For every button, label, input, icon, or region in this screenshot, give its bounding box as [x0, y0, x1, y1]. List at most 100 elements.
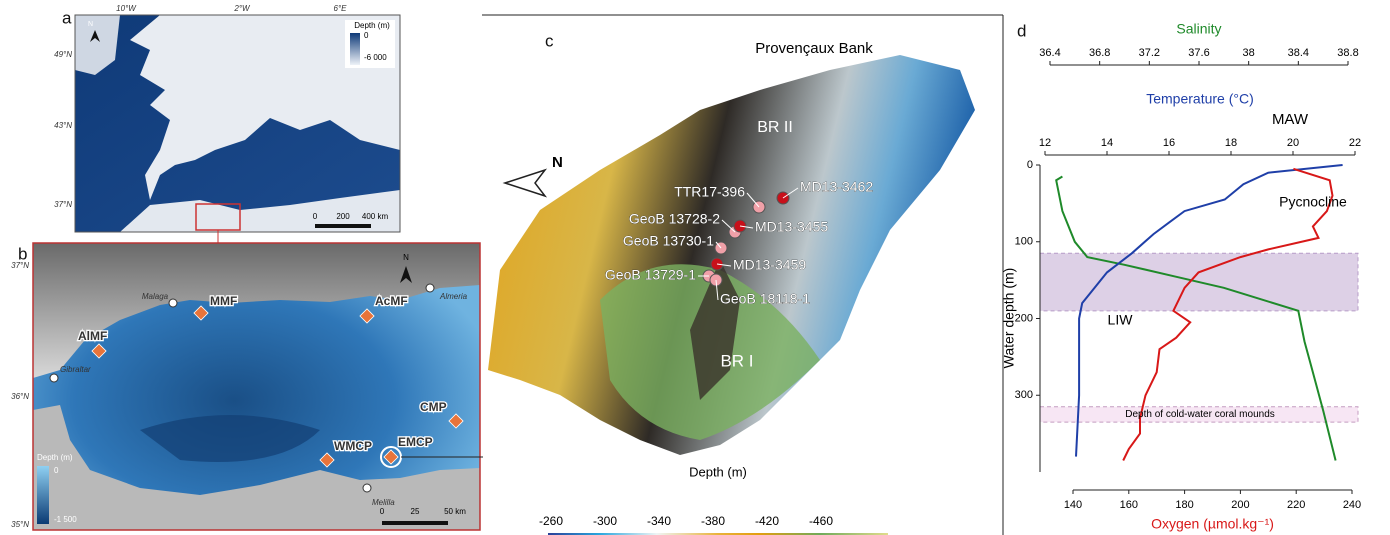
core-leader [715, 241, 722, 249]
site-marker [359, 308, 375, 324]
lon-label: 10°W [116, 4, 137, 13]
salinity-profile [1055, 175, 1337, 461]
site-label: AcMF [375, 294, 408, 308]
place-dot [425, 283, 435, 293]
place-label: Gibraltar [60, 365, 91, 374]
legend-title: Depth (m) [37, 453, 73, 462]
europe [130, 15, 400, 200]
panel-label: b [18, 244, 27, 263]
temperature-tick-label: 14 [1101, 137, 1113, 149]
salinity-tick-label: 36.4 [1039, 47, 1060, 59]
scale-bar [382, 521, 448, 525]
core-label: MD13-3459 [733, 257, 806, 273]
annotation: LIW [1108, 312, 1134, 328]
place-dot [49, 373, 59, 383]
colorbar-tick-label: -380 [701, 514, 725, 528]
temperature-tick-label: 22 [1349, 137, 1361, 149]
scale-label: 0 [313, 212, 318, 221]
lat-label: 37°N [11, 261, 29, 270]
sites [91, 305, 464, 468]
legend-title: Depth (m) [354, 21, 390, 30]
scale-bar [315, 224, 371, 228]
iberia [33, 243, 480, 378]
place-dot [168, 298, 178, 308]
morocco [33, 405, 480, 530]
scale-label: 200 [336, 212, 350, 221]
core-label: MD13-3455 [755, 219, 828, 235]
core-leader [746, 192, 760, 208]
ridge [690, 260, 740, 400]
place-dot [362, 483, 372, 493]
panel-label: d [1017, 21, 1026, 40]
place-label: Melilla [372, 498, 395, 507]
scale-label: 0 [380, 507, 385, 516]
legend-ramp [37, 466, 49, 524]
core-leader [782, 187, 799, 199]
place-label: Almeria [439, 292, 468, 301]
salinity-title: Salinity [1176, 21, 1221, 37]
north-label: N [403, 253, 409, 262]
panel-b: b 37°N 36°N 35°N N Malaga Almeria Gibral… [11, 242, 483, 531]
lat-label: 43°N [54, 121, 72, 130]
salinity-tick-label: 37.2 [1139, 47, 1160, 59]
panel-a: a 10°W 2°W 6°E 49°N 43°N 37°N N Depth (m… [54, 4, 401, 243]
temperature-profile [1075, 164, 1343, 457]
frame [74, 14, 401, 233]
core-label: GeoB 18118-1 [720, 291, 810, 307]
oxygen-tick-label: 160 [1120, 499, 1138, 511]
scale-label: 400 km [362, 212, 389, 221]
salinity-tick-label: 38.4 [1288, 47, 1309, 59]
panel-label: c [545, 31, 554, 50]
panel-c: c Provençaux Bank N BR II BR I MD13-3462… [482, 14, 1004, 535]
oxygen-tick-label: 180 [1175, 499, 1193, 511]
site-label: WMCP [334, 439, 372, 453]
core-label: MD13-3462 [800, 179, 873, 195]
site-label: AlMF [78, 329, 107, 343]
oxygen-tick-label: 140 [1064, 499, 1082, 511]
core-leader [715, 279, 719, 301]
north-label: N [88, 21, 93, 28]
lat-label: 37°N [54, 200, 72, 209]
salinity-tick-label: 38 [1243, 47, 1255, 59]
colorbar-title: Depth (m) [689, 464, 747, 479]
site-marker [383, 449, 399, 465]
site-marker [193, 305, 209, 321]
core-leader [721, 219, 736, 233]
colorbar-tick-label: -340 [647, 514, 671, 528]
scale-label: 25 [411, 507, 420, 516]
lat-label: 49°N [54, 50, 72, 59]
temperature-tick-label: 12 [1039, 137, 1051, 149]
basin [140, 415, 320, 462]
temperature-tick-label: 20 [1287, 137, 1299, 149]
y-tick-label: 300 [1015, 389, 1033, 401]
places [49, 283, 435, 493]
site-label: MMF [210, 294, 237, 308]
oxygen-profile [1122, 167, 1334, 461]
region-label: BR II [757, 119, 793, 136]
colorbar-tick-label: -420 [755, 514, 779, 528]
lat-label: 35°N [11, 520, 29, 529]
annotation: Pycnocline [1279, 194, 1347, 210]
britain [75, 15, 120, 75]
north-arrow [90, 30, 100, 42]
legend-label: -1 500 [54, 515, 77, 524]
site-marker [91, 343, 107, 359]
colorbar-tick-label: -300 [593, 514, 617, 528]
temperature-tick-label: 18 [1225, 137, 1237, 149]
legend-label: 0 [364, 31, 369, 40]
y-tick-label: 0 [1027, 159, 1033, 171]
y-tick-label: 200 [1015, 312, 1033, 324]
core-label: GeoB 13728-2 [629, 211, 720, 227]
lat-label: 36°N [11, 392, 29, 401]
oxygen-title: Oxygen (µmol.kg⁻¹) [1151, 516, 1274, 532]
lon-label: 6°E [334, 4, 348, 13]
colorbar-tick-label: -260 [539, 514, 563, 528]
africa [120, 190, 400, 232]
panel-label: a [62, 8, 72, 27]
core-label: GeoB 13729-1 [605, 267, 696, 283]
temperature-tick-label: 16 [1163, 137, 1175, 149]
north-label: N [552, 154, 563, 171]
y-axis-title: Water depth (m) [1001, 268, 1017, 369]
core-label: TTR17-396 [674, 184, 745, 200]
